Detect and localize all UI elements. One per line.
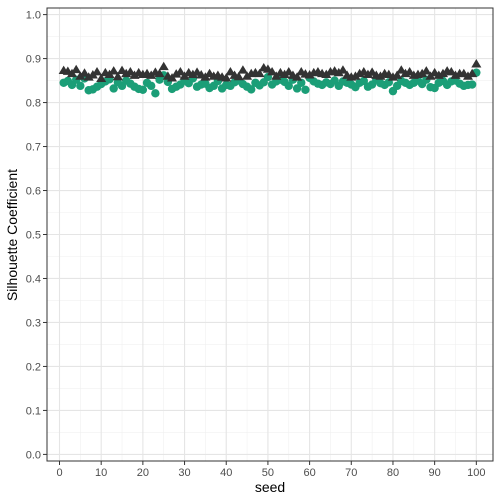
y-tick-label: 0.5	[26, 230, 41, 242]
data-point-circle	[76, 81, 85, 91]
data-point-triangle	[350, 71, 361, 80]
data-point-triangle	[175, 66, 186, 76]
data-point-triangle	[129, 70, 140, 79]
data-point-triangle	[421, 66, 432, 75]
data-point-triangle	[337, 65, 348, 74]
data-point-triangle	[362, 69, 373, 79]
data-point-triangle	[83, 72, 94, 81]
data-point-triangle	[254, 68, 265, 78]
x-tick-label: 30	[178, 467, 190, 479]
data-point-circle	[467, 80, 477, 89]
y-tick-label: 0.7	[26, 142, 41, 154]
x-tick-label: 10	[95, 467, 107, 479]
data-point-triangle	[462, 71, 474, 80]
x-tick-label: 70	[345, 467, 357, 479]
y-tick-label: 1.0	[26, 10, 41, 22]
y-axis-title: Silhouette Coefficient	[4, 169, 20, 301]
x-tick-label: 80	[387, 467, 399, 479]
y-tick-label: 0.2	[26, 361, 41, 373]
x-tick-label: 20	[137, 467, 149, 479]
data-point-triangle	[91, 66, 103, 76]
x-tick-label: 50	[262, 467, 274, 479]
data-point-triangle	[237, 65, 248, 74]
data-point-triangle	[158, 61, 169, 71]
y-tick-label: 0.6	[26, 186, 41, 198]
data-point-triangle	[171, 69, 182, 78]
x-tick-label: 40	[220, 467, 232, 479]
x-tick-label: 0	[56, 467, 62, 479]
data-point-triangle	[108, 66, 119, 75]
x-axis-ticks: 0 10 20 30 40 50 60 70 80 90 100	[56, 461, 486, 479]
y-tick-label: 0.4	[26, 273, 41, 285]
data-point-triangle	[375, 71, 386, 80]
y-tick-label: 0.3	[26, 317, 41, 329]
data-point-triangle	[467, 68, 478, 78]
data-point-triangle	[233, 71, 244, 81]
data-point-circle	[247, 85, 256, 94]
data-point-triangle	[71, 64, 82, 74]
series-circles	[59, 68, 481, 98]
y-tick-label: 0.1	[26, 405, 41, 417]
data-point-triangle	[304, 70, 315, 79]
data-point-triangle	[112, 71, 123, 81]
data-point-circle	[147, 81, 156, 91]
data-point-circle	[138, 85, 148, 95]
y-tick-label: 0.8	[26, 98, 41, 110]
data-point-triangle	[221, 73, 232, 82]
y-tick-label: 0.9	[26, 54, 41, 66]
data-point-triangle	[187, 69, 198, 79]
y-axis-ticks: 0.0 0.1 0.2 0.3 0.4 0.5 0.6 0.7 0.8 0.9 1.0	[26, 10, 47, 461]
data-point-triangle	[417, 68, 428, 78]
data-point-triangle	[242, 71, 253, 80]
data-point-triangle	[96, 73, 107, 82]
x-tick-label: 100	[467, 467, 485, 479]
x-tick-label: 90	[429, 467, 441, 479]
data-point-triangle	[392, 70, 403, 79]
data-point-circle	[109, 84, 118, 93]
data-point-circle	[301, 85, 310, 95]
data-point-triangle	[292, 72, 303, 81]
data-point-circle	[284, 81, 293, 91]
data-point-triangle	[267, 66, 278, 76]
data-point-triangle	[321, 69, 332, 79]
data-point-triangle	[471, 59, 482, 68]
x-tick-label: 60	[303, 467, 315, 479]
data-point-triangle	[333, 67, 344, 77]
data-point-triangle	[279, 69, 290, 79]
data-point-triangle	[154, 68, 165, 78]
x-axis-title: seed	[255, 479, 285, 495]
y-tick-label: 0.0	[26, 449, 41, 461]
data-point-triangle	[437, 68, 449, 78]
series-triangles	[58, 59, 482, 82]
data-point-circle	[151, 89, 160, 98]
data-point-circle	[297, 78, 306, 87]
data-point-triangle	[79, 68, 90, 77]
